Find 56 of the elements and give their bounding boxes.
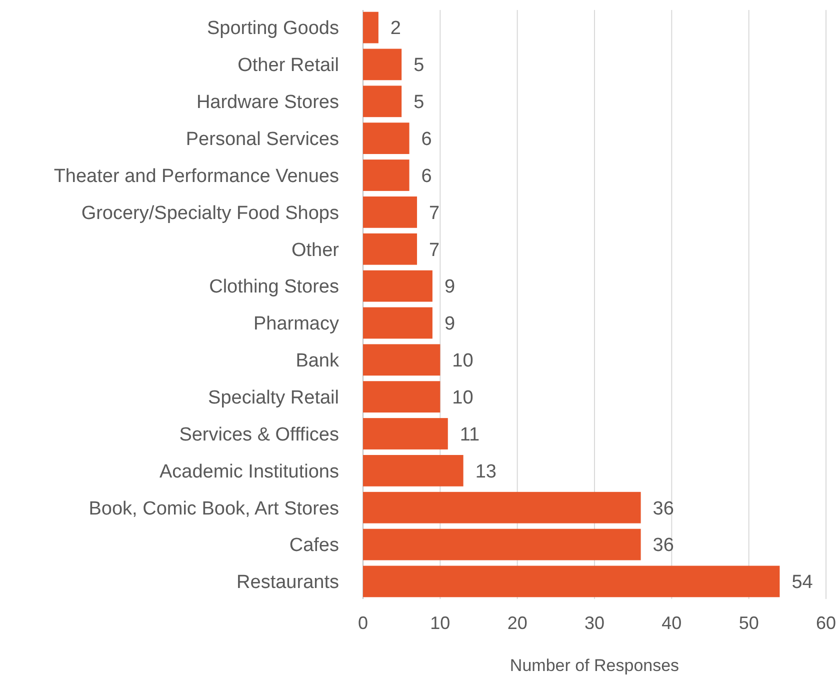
- y-tick-label: Academic Institutions: [159, 461, 339, 482]
- bar: [363, 454, 464, 486]
- y-tick-label: Book, Comic Book, Art Stores: [88, 498, 339, 520]
- data-label: 36: [652, 535, 674, 556]
- bar: [363, 160, 410, 191]
- y-tick-label: Restaurants: [236, 572, 339, 594]
- bar: [363, 270, 432, 302]
- data-label: 10: [452, 387, 474, 408]
- x-tick-label: 0: [358, 613, 368, 633]
- data-label: 6: [421, 166, 432, 187]
- bar: [363, 196, 418, 228]
- y-tick-label: Pharmacy: [253, 314, 340, 335]
- y-tick-label: Specialty Retail: [208, 387, 339, 408]
- bar: [363, 566, 780, 598]
- data-label: 5: [414, 55, 424, 76]
- y-tick-label: Bank: [296, 350, 340, 372]
- bar: [363, 528, 641, 560]
- bar: [363, 86, 402, 118]
- bar: [363, 344, 440, 376]
- bar: [363, 381, 440, 413]
- data-label: 10: [452, 350, 474, 372]
- bar: [363, 233, 418, 265]
- bar: [363, 122, 410, 154]
- bar: [363, 492, 641, 524]
- x-tick-label: 10: [430, 613, 450, 633]
- x-tick-label: 40: [662, 613, 682, 633]
- data-label: 36: [652, 498, 674, 520]
- bar: [363, 307, 432, 339]
- bar: [363, 48, 402, 80]
- x-tick-label: 50: [738, 613, 759, 633]
- y-tick-label: Clothing Stores: [209, 276, 339, 298]
- y-tick-label: Hardware Stores: [196, 92, 339, 114]
- bar: [363, 12, 378, 44]
- data-label: 6: [421, 128, 432, 150]
- y-tick-label: Services & Offfices: [179, 424, 339, 446]
- data-label: 7: [429, 202, 440, 224]
- data-label: 7: [429, 240, 440, 261]
- y-tick-label: Other: [291, 240, 340, 261]
- y-tick-label: Sporting Goods: [206, 18, 339, 40]
- y-tick-label: Grocery/Specialty Food Shops: [81, 202, 339, 224]
- data-label: 9: [444, 314, 456, 335]
- data-label: 9: [444, 276, 456, 298]
- data-label: 11: [460, 424, 480, 446]
- data-label: 2: [390, 18, 402, 40]
- y-tick-label: Other Retail: [238, 55, 339, 76]
- bar: [363, 418, 448, 450]
- data-label: 5: [414, 92, 424, 114]
- y-tick-label: Personal Services: [186, 128, 339, 150]
- data-label: 54: [792, 572, 814, 594]
- x-tick-label: 60: [816, 613, 836, 633]
- y-tick-label: Theater and Performance Venues: [54, 166, 339, 187]
- x-axis-title: Number of Responses: [510, 656, 680, 675]
- data-label: 13: [475, 461, 496, 482]
- x-tick-label: 20: [507, 613, 528, 633]
- x-tick-label: 30: [584, 613, 605, 633]
- y-tick-label: Cafes: [289, 535, 339, 556]
